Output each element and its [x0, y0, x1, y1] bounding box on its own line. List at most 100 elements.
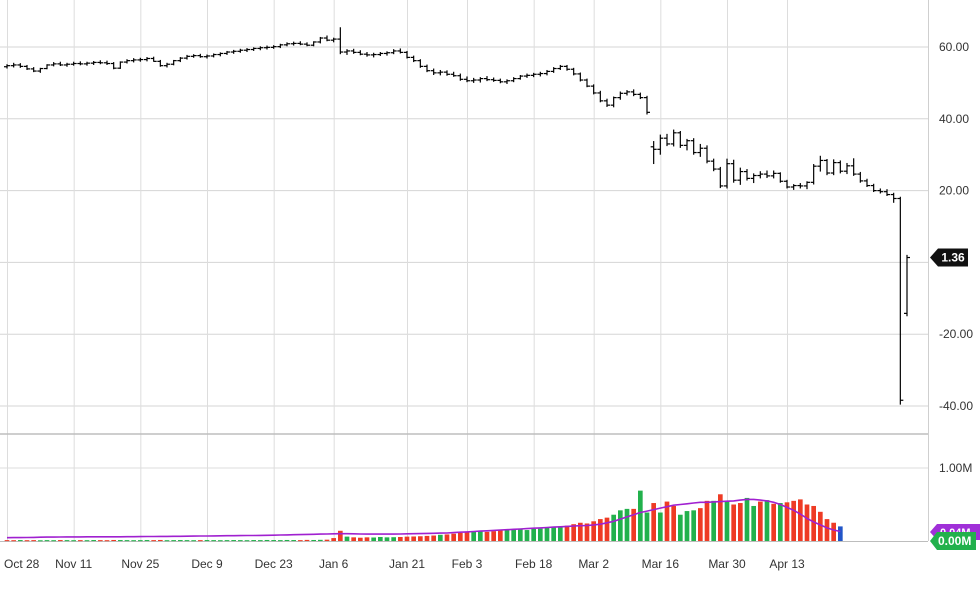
volume-bar [644, 512, 650, 541]
volume-bar [224, 540, 230, 542]
ohlc-bar [270, 45, 277, 49]
volume-bar [778, 503, 783, 541]
ohlc-bar [377, 52, 384, 56]
ohlc-bar [170, 59, 177, 66]
last-price-label: 1.36 [941, 251, 965, 265]
ohlc-bar [64, 62, 70, 67]
ohlc-bar [90, 61, 97, 65]
ohlc-bar [317, 36, 324, 44]
volume-bar [551, 527, 556, 541]
volume-bar [511, 529, 516, 541]
ohlc-bar [184, 54, 190, 60]
ohlc-bar [450, 71, 457, 77]
ohlc-bar [677, 131, 684, 148]
volume-bar [464, 532, 470, 541]
volume-bar [271, 540, 276, 542]
ohlc-bar [737, 167, 744, 185]
ohlc-bar [17, 63, 24, 68]
volume-bar [398, 536, 403, 541]
ohlc-bar [884, 189, 890, 196]
volume-bar [558, 526, 563, 541]
volume-bar [358, 537, 363, 541]
grid [0, 0, 929, 542]
price-tick-label: -40.00 [939, 399, 973, 413]
price-tick-label: 60.00 [939, 40, 969, 54]
ohlc-bar [697, 143, 704, 157]
price-bars [4, 27, 910, 405]
volume-bar [598, 519, 603, 541]
volume-bar [618, 510, 623, 541]
volume-bar [684, 511, 690, 541]
ohlc-bar [650, 141, 657, 165]
volume-bar [498, 530, 503, 541]
volume-bar [424, 535, 430, 541]
ohlc-bar [230, 49, 237, 54]
ohlc-bar [437, 69, 444, 76]
ohlc-bar [690, 138, 697, 155]
volume-bar [738, 503, 743, 541]
ohlc-bar [430, 68, 437, 76]
volume-bar [471, 531, 476, 541]
ohlc-bar [837, 160, 844, 174]
volume-ma-line [6, 498, 841, 539]
volume-badge: 0.00M [930, 532, 976, 550]
volume-bar [58, 540, 63, 542]
ohlc-bar [290, 41, 297, 46]
volume-bar [744, 497, 750, 541]
ohlc-bar [310, 41, 317, 47]
ohlc-bar [644, 95, 650, 115]
volume-bar [291, 540, 296, 542]
x-tick-label: Dec 23 [255, 557, 293, 571]
price-tick-label: 40.00 [939, 112, 969, 126]
volume-tick-label: 1.00M [939, 461, 972, 475]
volume-bar [771, 503, 776, 541]
ohlc-bar [217, 52, 224, 57]
ohlc-bar [764, 170, 770, 179]
ohlc-bar [177, 57, 184, 63]
ohlc-bar [824, 159, 830, 176]
ohlc-bar [490, 77, 497, 82]
volume-bar [758, 501, 763, 541]
ohlc-bar [790, 184, 797, 190]
volume-bar [84, 540, 90, 542]
price-tick-label: 20.00 [939, 184, 969, 198]
ohlc-bar [24, 64, 30, 70]
x-tick-label: Mar 16 [642, 557, 680, 571]
ohlc-bar [804, 181, 810, 190]
volume-bar [804, 504, 810, 541]
volume-bar [818, 511, 823, 541]
ohlc-bar [4, 64, 10, 69]
ohlc-bar [137, 57, 144, 62]
ohlc-bar [864, 178, 870, 188]
ohlc-bar [264, 45, 270, 50]
volume-bar [351, 537, 356, 541]
volume-bar [384, 537, 390, 541]
ohlc-bar [157, 59, 164, 67]
volume-bar [564, 525, 570, 541]
ohlc-bar [150, 56, 157, 62]
ohlc-bar [564, 64, 570, 71]
volume-bar [98, 540, 103, 542]
volume-bar [4, 540, 10, 542]
volume-bar [91, 540, 96, 542]
ohlc-bar [877, 188, 884, 194]
volume-bar [198, 540, 203, 542]
ohlc-bar [570, 67, 577, 76]
ohlc-bar [524, 73, 530, 78]
ohlc-bar [517, 75, 524, 80]
ohlc-bar [384, 51, 390, 56]
volume-bar [231, 540, 236, 542]
volume-bar [64, 540, 70, 542]
ohlc-bar [724, 158, 730, 189]
ohlc-bar [510, 77, 517, 83]
ohlc-bar [830, 159, 837, 176]
ohlc-bar [484, 76, 490, 82]
ohlc-bar [330, 37, 337, 43]
ohlc-bar [197, 53, 204, 58]
ohlc-bar [364, 52, 370, 57]
volume-bar [111, 539, 116, 541]
ohlc-bar [630, 89, 637, 97]
volume-bar [751, 505, 756, 541]
ohlc-bar [244, 48, 250, 53]
